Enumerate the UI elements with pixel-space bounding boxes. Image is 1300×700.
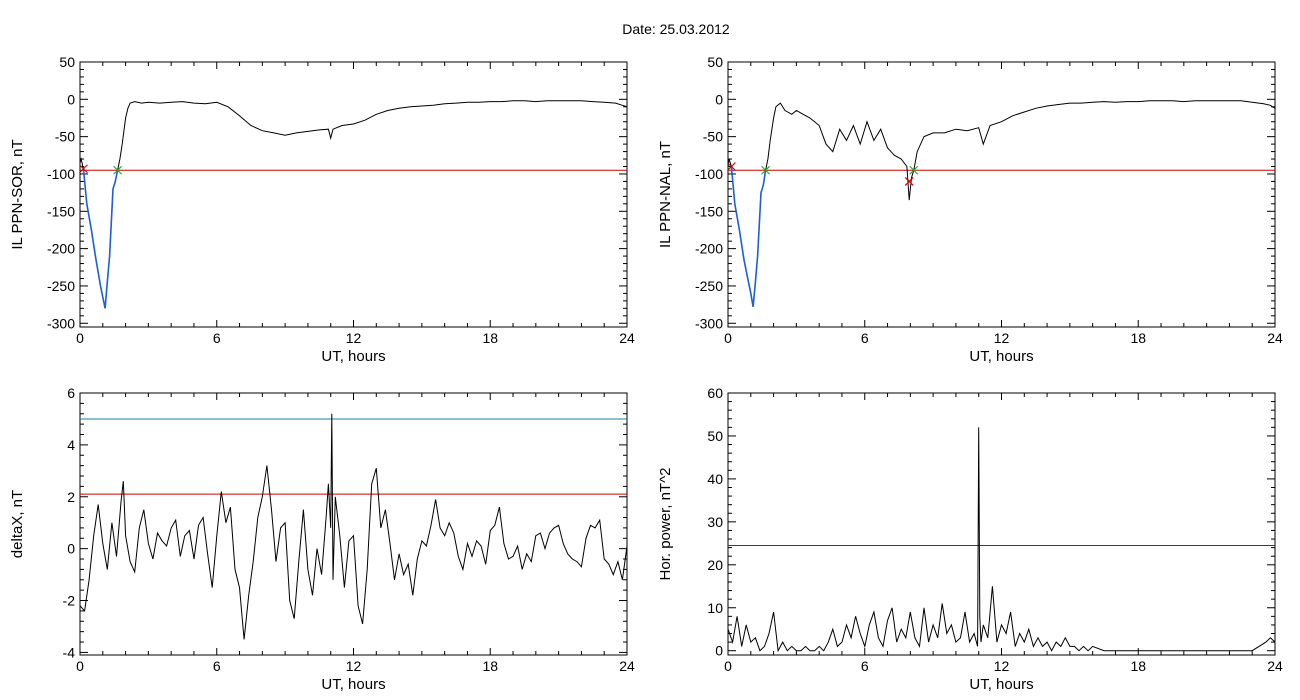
series-line [80,413,627,640]
x-tick-label: 12 [994,330,1010,346]
panel-sor: 0 6 12 18 24 50 0 -50 -100 -150 -200 -250 -300 UT, ho… [9,54,635,365]
y-tick-label: 30 [707,514,723,530]
y-tick-label: -150 [695,203,723,219]
y-tick-label: -50 [55,129,75,145]
plot-frame [79,61,628,328]
y-tick-label: -100 [47,166,75,182]
y-tick-label: -50 [703,129,723,145]
x-tick-label: 12 [346,330,362,346]
x-tick-label: 6 [213,658,221,674]
y-tick-label: 50 [59,54,75,70]
y-axis-title: IL PPN-NAL, nT [657,141,674,248]
panel-hor-power: 0 6 12 18 24 60 50 40 30 20 10 0 UT, hours Hor. power… [657,385,1283,693]
x-tick-label: 0 [724,330,732,346]
plot-frame [727,61,1276,328]
y-tick-label: 6 [67,385,75,401]
event-marker [113,165,123,175]
x-tick-label: 12 [994,658,1010,674]
y-axis-title: Hor. power, nT^2 [657,468,674,581]
y-tick-label: -300 [695,315,723,331]
y-tick-label: 2 [67,489,75,505]
x-tick-label: 0 [724,658,732,674]
x-tick-label: 24 [619,658,635,674]
x-tick-label: 12 [346,658,362,674]
y-tick-label: 0 [715,643,723,659]
x-tick-label: 24 [1267,330,1283,346]
x-tick-label: 18 [1130,658,1146,674]
y-tick-label: 0 [715,91,723,107]
y-tick-label: 0 [67,541,75,557]
x-axis-title: UT, hours [969,348,1033,365]
marker-stroke [904,177,914,186]
x-tick-label: 0 [76,658,84,674]
series-line [728,100,1275,307]
y-tick-label: -200 [695,241,723,257]
marker-stroke [909,165,919,175]
x-tick-label: 6 [861,330,869,346]
x-tick-label: 6 [213,330,221,346]
panel-deltax: 0 6 12 18 24 6 4 2 0 -2 -4 UT, hours deltaX, nT [9,385,635,693]
y-tick-label: -250 [47,278,75,294]
y-tick-label: 50 [707,54,723,70]
event-marker [726,162,736,171]
x-axis-title: UT, hours [969,676,1033,693]
x-tick-label: 24 [619,330,635,346]
marker-stroke [113,165,123,175]
panel-nal: 0 6 12 18 24 50 0 -50 -100 -150 -200 -250 -300 UT, ho… [657,54,1283,365]
series-line [80,100,627,309]
x-axis-title: UT, hours [321,348,385,365]
plot-frame [727,392,1276,656]
y-axis-title: deltaX, nT [9,490,26,558]
y-tick-label: 10 [707,600,723,616]
event-marker [904,177,914,186]
y-tick-label: -200 [47,241,75,257]
series-line [728,427,1275,653]
figure-title: Date: 25.03.2012 [622,21,730,37]
y-tick-label: -2 [63,593,76,609]
y-tick-label: 60 [707,385,723,401]
x-tick-label: 18 [482,658,498,674]
y-tick-label: 50 [707,428,723,444]
y-tick-label: -250 [695,278,723,294]
x-axis-title: UT, hours [321,676,385,693]
y-tick-label: 20 [707,557,723,573]
x-tick-label: 6 [861,658,869,674]
event-marker [909,165,919,175]
x-tick-label: 0 [76,330,84,346]
y-tick-label: -300 [47,315,75,331]
marker-stroke [78,164,88,174]
marker-stroke [726,162,736,171]
x-tick-label: 24 [1267,658,1283,674]
highlight-segment [82,168,119,309]
event-marker [78,164,88,174]
plot-frame [79,392,628,656]
y-tick-label: 40 [707,471,723,487]
y-tick-label: -4 [63,644,76,660]
event-marker [761,165,771,175]
marker-stroke [761,165,771,175]
y-tick-label: 0 [67,91,75,107]
highlight-segment [730,166,767,307]
y-axis-title: IL PPN-SOR, nT [9,139,26,249]
y-tick-label: -150 [47,203,75,219]
x-tick-label: 18 [1130,330,1146,346]
y-tick-label: 4 [67,437,75,453]
y-tick-label: -100 [695,166,723,182]
x-tick-label: 18 [482,330,498,346]
